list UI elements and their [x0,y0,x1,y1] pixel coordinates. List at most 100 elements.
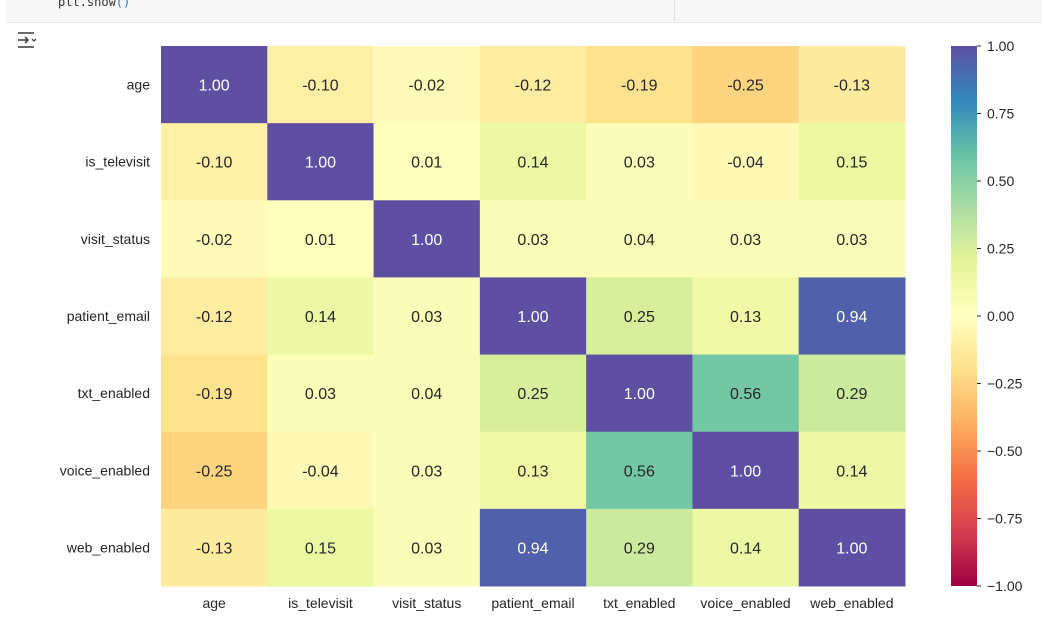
cell-value-label: 0.03 [624,155,655,172]
cell-value-label: 0.04 [411,386,442,403]
cell-value-label: 0.15 [836,155,867,172]
cell-value-label: 1.00 [730,463,761,480]
cell-value-label: -0.19 [196,386,233,403]
colorbar-ticks: 1.00 0.75 0.50 0.25 0.00 −0.25 −0.50 −0.75 −1.00 [977,38,1023,594]
cell-value-label: 1.00 [517,309,548,326]
heatmap-cell [586,46,693,124]
y-tick-label: age [127,77,151,93]
cell-value-label: 1.00 [624,386,655,403]
heatmap-cell [586,354,693,433]
heatmap-cell [373,508,481,587]
cell-value-label: 0.01 [411,155,442,172]
heatmap-cell [692,46,800,124]
cell-value-label: 0.14 [517,155,548,172]
cell-value-label: 0.25 [624,309,655,326]
colorbar-tick-label: 0.00 [987,308,1014,324]
cell-value-label: 0.04 [624,232,655,249]
x-tick-label: voice_enabled [700,595,790,611]
y-tick-labels: age is_televisit visit_status patient_email… [60,77,151,556]
heatmap-cell [479,508,587,587]
heatmap-cell [479,200,587,278]
colorbar-tick-label: −0.75 [987,511,1023,527]
cell-value-label: -0.02 [408,78,445,95]
heatmap-cell [267,46,375,124]
colorbar-tick-label: 0.75 [987,106,1014,122]
y-tick-label: is_televisit [85,154,150,170]
heatmap-cell [692,277,800,356]
heatmap-cell [479,431,587,510]
cell-value-label: -0.04 [727,155,764,172]
cell-value-label: 0.94 [517,540,548,557]
cell-value-label: 0.25 [517,386,548,403]
cell-value-label: 0.03 [517,232,548,249]
heatmap-cell [161,46,268,124]
heatmap-cell [798,123,906,201]
heatmap-cell [267,431,375,510]
x-tick-label: visit_status [392,595,461,611]
heatmap-cell [161,123,268,201]
cell-value-label: 0.03 [411,309,442,326]
cell-value-label: 0.03 [730,232,761,249]
cell-value-label: 1.00 [411,232,442,249]
colorbar-tick-label: −0.25 [987,376,1023,392]
output-toggle-icon[interactable] [16,30,38,50]
cell-value-label: 0.13 [730,309,761,326]
y-tick-label: web_enabled [66,539,150,555]
heatmap-cell [161,277,268,356]
cell-value-label: -0.25 [196,463,233,480]
heatmap-cell [267,354,375,433]
cell-value-label: 0.29 [836,386,867,403]
heatmap-cell [373,46,481,124]
code-divider [674,0,675,22]
code-line: plt.show() [58,0,130,9]
cell-value-label: -0.12 [515,78,552,95]
heatmap-cell [586,431,693,510]
heatmap-cell [373,123,481,201]
heatmap-cell [798,431,906,510]
y-tick-label: voice_enabled [60,462,150,478]
heatmap-cell [267,277,375,356]
heatmap-cell [692,508,800,587]
heatmap-cell [267,123,375,201]
cell-value-label: 0.94 [836,309,867,326]
x-tick-labels: age is_televisit visit_status patient_email… [202,595,893,611]
heatmap-cell [479,123,587,201]
cell-value-label: 0.14 [836,463,867,480]
heatmap-cell [798,200,906,278]
colorbar-tick-label: −0.50 [987,443,1023,459]
heatmap-cell [373,431,481,510]
heatmap-cell [798,354,906,433]
heatmap-cell [692,200,800,278]
cell-value-label: -0.25 [727,78,764,95]
code-parens: () [115,0,131,9]
cell-value-label: 0.56 [730,386,761,403]
heatmap-cell [692,123,800,201]
x-tick-label: is_televisit [288,595,353,611]
heatmap-cell [479,354,587,433]
cell-value-label: -0.10 [196,155,233,172]
heatmap-cell [798,46,906,124]
cell-value-label: 0.03 [305,386,336,403]
colorbar-tick-label: 1.00 [987,38,1014,54]
cell-value-label: 0.56 [624,463,655,480]
heatmap-cell-labels: 1.00 -0.10 -0.02 -0.12 -0.19 -0.25 -0.13 -0.10 1… [196,78,870,558]
x-tick-label: web_enabled [809,595,893,611]
heatmap-cell [267,200,375,278]
code-text: plt.show [58,0,116,9]
cell-value-label: -0.12 [196,309,233,326]
cell-value-label: 0.01 [305,232,336,249]
cell-value-label: 0.03 [411,540,442,557]
cell-value-label: 1.00 [199,78,230,95]
heatmap-cell [161,200,268,278]
heatmap-cell [161,354,268,433]
heatmap-cell [586,200,693,278]
colorbar [951,46,977,586]
heatmap-cell [479,277,587,356]
cell-value-label: -0.19 [621,78,658,95]
x-tick-label: patient_email [491,595,574,611]
heatmap-cell [373,200,481,278]
heatmap-cell [161,431,268,510]
y-tick-label: visit_status [81,231,150,247]
cell-value-label: -0.04 [302,463,339,480]
colorbar-tick-label: −1.00 [987,578,1023,594]
